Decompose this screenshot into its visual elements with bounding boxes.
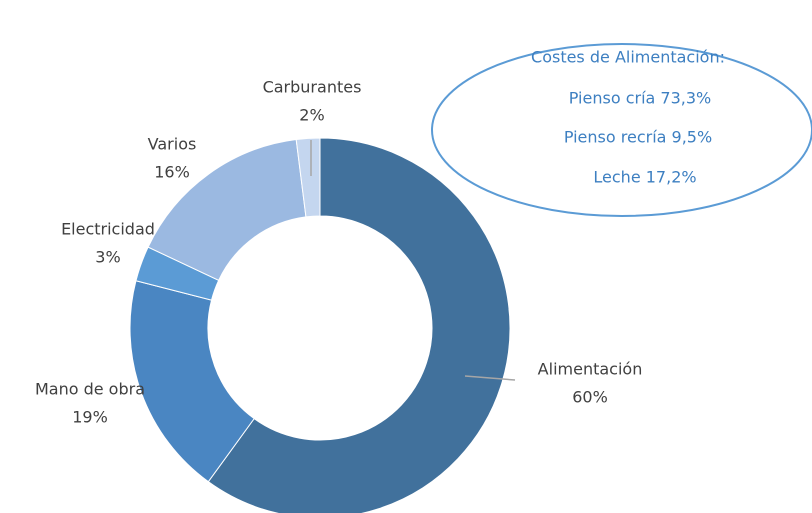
annotation: Leche 17,2%: [593, 168, 696, 187]
annotation: Pienso recría 9,5%: [564, 128, 712, 147]
category-label: Varios: [148, 135, 197, 154]
value-label: 2%: [299, 106, 324, 125]
annotation: Pienso cría 73,3%: [569, 89, 711, 108]
category-label: Electricidad: [61, 220, 155, 239]
leader-line: [464, 375, 516, 381]
value-label: 3%: [95, 248, 120, 267]
donut-segment: [207, 137, 511, 513]
value-label: 16%: [154, 163, 190, 182]
category-label: Carburantes: [263, 78, 362, 97]
donut-segment: [295, 137, 321, 218]
annotation-bubble: [431, 43, 812, 217]
value-label: 60%: [572, 388, 608, 407]
value-label: 19%: [72, 408, 108, 427]
category-label: Mano de obra: [35, 380, 145, 399]
annotation-title: Costes de Alimentación:: [531, 48, 725, 67]
category-label: Alimentación: [538, 360, 643, 379]
